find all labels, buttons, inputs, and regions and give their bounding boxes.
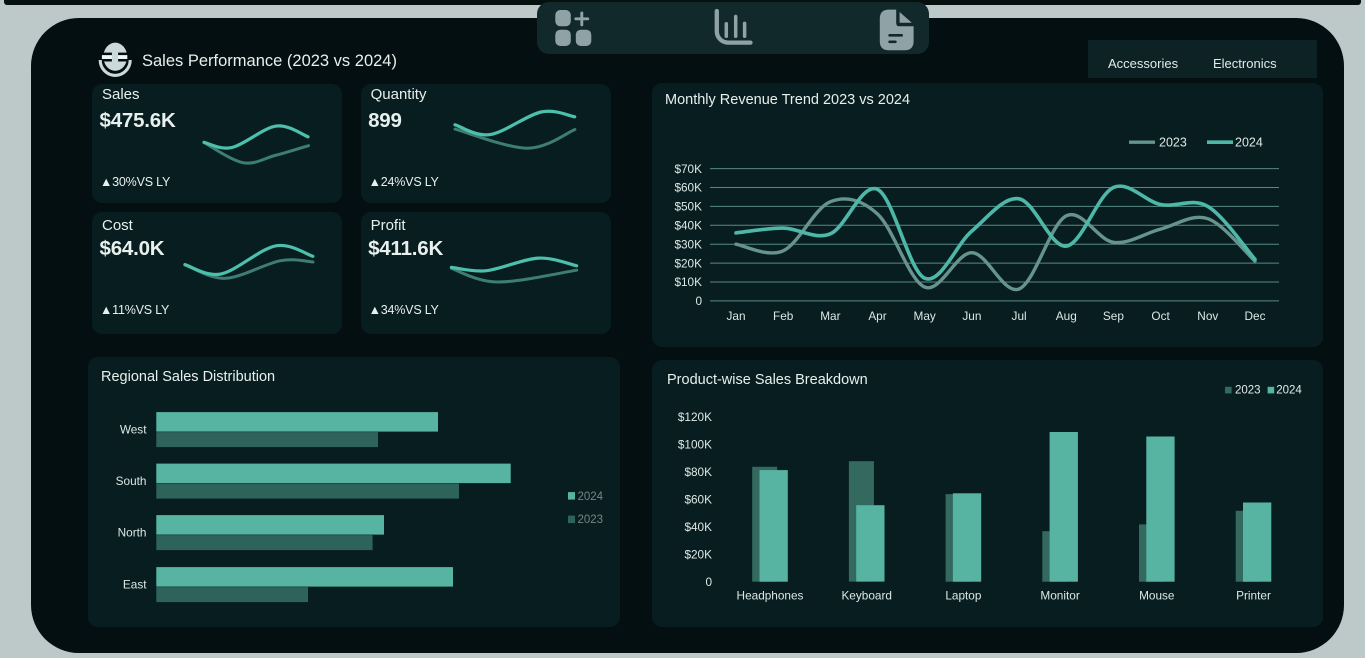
svg-text:West: West [120,423,147,437]
svg-text:$40K: $40K [674,218,702,232]
svg-text:Oct: Oct [1151,309,1170,323]
svg-text:Apr: Apr [868,309,886,323]
svg-text:$50K: $50K [674,199,702,213]
svg-text:South: South [116,474,147,488]
svg-text:Sep: Sep [1103,309,1124,323]
svg-text:$20K: $20K [674,256,702,270]
svg-text:Keyboard: Keyboard [841,589,892,603]
svg-text:Dec: Dec [1245,309,1266,323]
svg-text:$100K: $100K [678,438,712,452]
svg-text:$60K: $60K [684,493,712,507]
svg-text:$30K: $30K [674,237,702,251]
svg-text:$60K: $60K [674,180,702,194]
svg-text:$20K: $20K [684,548,712,562]
svg-text:Jun: Jun [962,309,981,323]
svg-text:Printer: Printer [1236,589,1271,603]
svg-text:Aug: Aug [1056,309,1077,323]
svg-text:$70K: $70K [674,161,702,175]
svg-text:East: East [123,578,147,592]
svg-text:Mar: Mar [820,309,840,323]
svg-text:Laptop: Laptop [945,589,982,603]
svg-text:Monitor: Monitor [1040,589,1079,603]
svg-text:Mouse: Mouse [1139,589,1175,603]
svg-text:Feb: Feb [773,309,794,323]
svg-text:Jul: Jul [1012,309,1027,323]
svg-text:2024: 2024 [578,491,604,503]
svg-text:Jan: Jan [726,309,745,323]
svg-text:$120K: $120K [678,410,712,424]
svg-text:Headphones: Headphones [737,589,804,603]
svg-text:$80K: $80K [684,465,712,479]
svg-text:North: North [118,526,147,540]
svg-text:0: 0 [705,575,712,589]
svg-text:2024: 2024 [1235,135,1263,149]
svg-text:2023: 2023 [1159,135,1187,149]
svg-text:0: 0 [695,294,702,308]
svg-text:2023: 2023 [578,515,604,527]
svg-text:May: May [914,309,936,323]
svg-text:2024: 2024 [1276,385,1302,397]
svg-text:Nov: Nov [1197,309,1218,323]
svg-text:2023: 2023 [1235,385,1261,397]
svg-text:$40K: $40K [684,520,712,534]
svg-text:$10K: $10K [674,275,702,289]
